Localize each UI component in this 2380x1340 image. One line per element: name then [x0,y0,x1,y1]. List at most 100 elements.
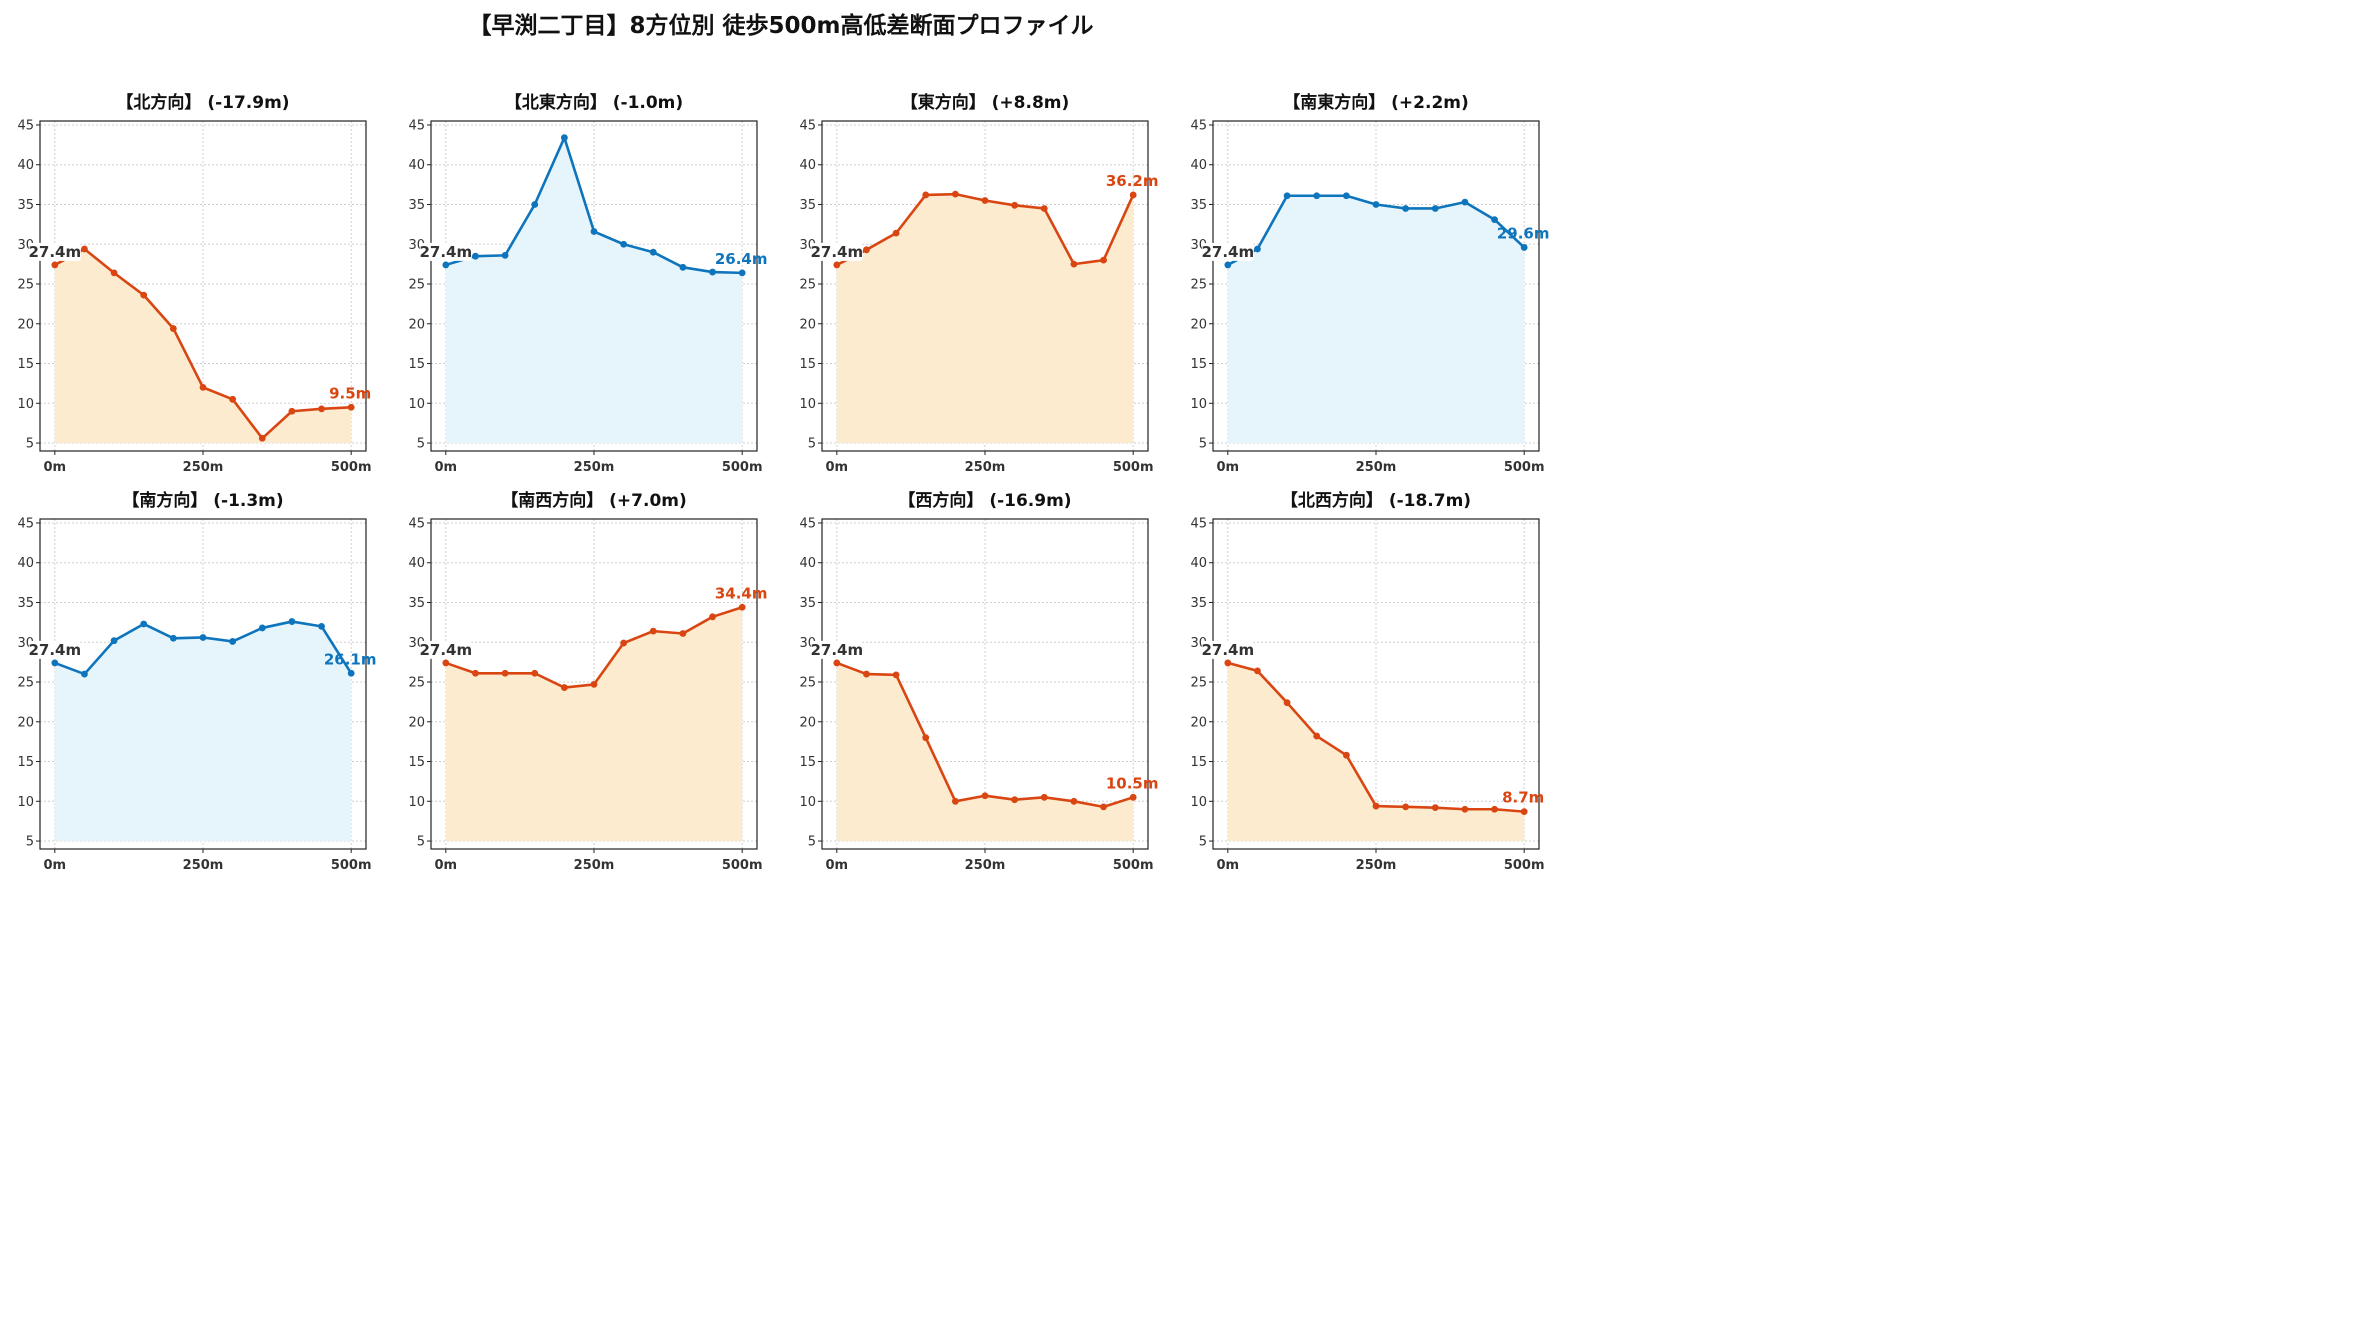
area-fill [445,607,743,842]
y-tick-label: 45 [1190,118,1207,133]
data-point [81,245,88,253]
data-point [169,634,177,642]
y-tick-label: 10 [1190,397,1207,412]
panel-title: 【西方向】 (-16.9m) [898,490,1071,511]
panel-title: 【東方向】 (+8.8m) [901,92,1070,113]
start-label-bg [810,242,863,261]
data-point [679,263,687,271]
end-value-label: 9.5m [329,384,371,402]
x-tick-label: 0m [1217,858,1240,873]
x-tick-label: 500m [722,858,763,873]
data-point [442,659,450,667]
data-point [709,613,716,621]
y-tick-label: 5 [808,437,816,452]
x-tick-label: 0m [435,858,458,873]
data-point [501,669,509,677]
x-tick-label: 0m [1217,460,1240,475]
data-point [258,434,266,442]
data-point [1100,803,1107,811]
y-tick-label: 5 [417,835,425,850]
data-point [649,248,657,256]
data-point [1431,804,1439,812]
end-value-label: 26.1m [324,650,377,668]
data-point [1491,805,1498,813]
y-tick-label: 45 [408,118,425,133]
data-point [1070,260,1078,268]
x-tick-label: 250m [574,460,615,475]
data-point [258,624,266,632]
y-tick-label: 35 [799,198,816,213]
data-point [1011,201,1019,209]
data-point [531,669,539,677]
x-tick-label: 500m [1504,460,1545,475]
data-point [1461,198,1469,206]
data-point [709,268,716,276]
y-tick-label: 15 [17,755,34,770]
y-tick-label: 40 [799,556,816,571]
y-tick-label: 15 [17,357,34,372]
data-point [1342,192,1350,200]
data-point [1254,667,1261,675]
data-point [1283,699,1291,707]
x-tick-label: 250m [965,460,1006,475]
start-label-bg [419,640,472,659]
data-point [863,246,870,254]
y-tick-label: 15 [1190,357,1207,372]
x-tick-label: 500m [331,460,372,475]
y-tick-label: 40 [408,556,425,571]
y-tick-label: 20 [17,317,34,332]
start-label-bg [28,640,81,659]
y-tick-label: 5 [417,437,425,452]
data-point [1070,797,1078,805]
data-point [892,229,900,237]
area-fill [1227,195,1525,444]
data-point [1313,732,1321,740]
end-value-label: 10.5m [1106,774,1159,792]
x-tick-label: 500m [331,858,372,873]
start-label-bg [1201,640,1254,659]
data-point [1372,802,1380,810]
x-tick-label: 250m [1356,858,1397,873]
data-point [1224,659,1232,667]
x-tick-label: 0m [435,460,458,475]
y-tick-label: 45 [799,516,816,531]
y-tick-label: 25 [17,278,34,293]
data-point [1313,192,1321,200]
y-tick-label: 40 [17,158,34,173]
start-value-label: 27.4m [810,243,863,261]
y-tick-label: 45 [408,516,425,531]
start-value-label: 27.4m [28,641,81,659]
y-tick-label: 35 [799,596,816,611]
x-tick-label: 500m [1504,858,1545,873]
panel-title: 【北方向】 (-17.9m) [116,92,289,113]
data-point [140,291,148,299]
start-value-label: 27.4m [28,243,81,261]
y-tick-label: 25 [408,676,425,691]
start-value-label: 27.4m [419,641,472,659]
end-value-label: 8.7m [1502,789,1544,807]
y-tick-label: 5 [26,437,34,452]
y-tick-label: 10 [799,795,816,810]
data-point [1520,808,1528,816]
panel-title: 【南東方向】 (+2.2m) [1283,92,1469,113]
start-value-label: 27.4m [1201,243,1254,261]
start-label-bg [810,640,863,659]
x-tick-label: 500m [722,460,763,475]
panel-title: 【北西方向】 (-18.7m) [1281,490,1471,511]
data-point [1100,256,1107,264]
data-point [199,383,207,391]
y-tick-label: 20 [799,715,816,730]
data-point [51,261,59,269]
y-tick-label: 40 [1190,158,1207,173]
panel-title: 【北東方向】 (-1.0m) [505,92,683,113]
data-point [1129,793,1137,801]
start-value-label: 27.4m [1201,641,1254,659]
y-tick-label: 5 [26,835,34,850]
data-point [863,670,870,678]
start-label-bg [419,242,472,261]
